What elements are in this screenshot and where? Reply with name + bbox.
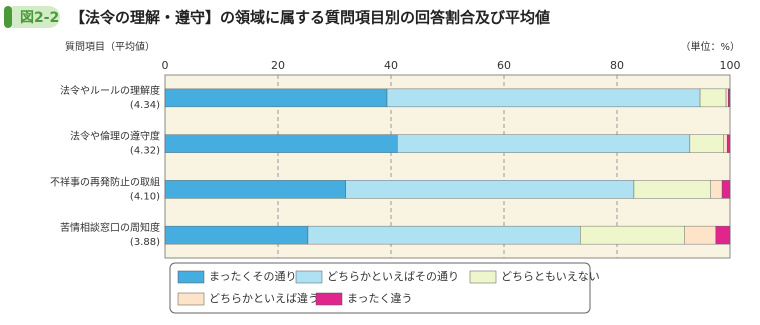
x-tick-label: 80 [610, 59, 624, 72]
bar-segment [164, 88, 388, 108]
bar-segment [164, 180, 347, 199]
legend-swatch [469, 270, 497, 284]
badge: 図2-2 [20, 10, 59, 26]
badge-accent [4, 6, 12, 28]
unit-label: （単位：%） [680, 40, 740, 53]
x-tick-label: 40 [384, 59, 398, 72]
bar-segment [725, 88, 729, 108]
bar-segment [164, 225, 309, 245]
bar-segment [723, 134, 728, 153]
bar-segment [699, 88, 727, 108]
category-label: 苦情相談窓口の周知度 [60, 221, 160, 234]
bar-segment [684, 225, 717, 245]
legend-swatch [177, 292, 205, 306]
category-label: 法令や倫理の遵守度 [70, 130, 160, 143]
category-note: (4.34) [130, 100, 160, 111]
category-note: (4.10) [130, 191, 160, 202]
legend-label: どちらともいえない [501, 270, 600, 283]
bar-segment [726, 134, 731, 153]
legend-label: どちらかといえばその通り [327, 270, 459, 283]
x-tick-label: 20 [271, 59, 285, 72]
legend-label: どちらかといえば違う [209, 292, 319, 305]
chart-title: 【法令の理解・遵守】の領域に属する質問項目別の回答割合及び平均値 [70, 9, 550, 27]
bar-segment [580, 225, 686, 245]
legend-swatch [315, 292, 343, 306]
badge-bg [4, 6, 60, 28]
x-tick-label: 100 [720, 59, 741, 72]
bar-segment [633, 180, 711, 199]
bar-segment [721, 180, 731, 199]
category-note: (4.32) [130, 146, 160, 157]
bar-segment [164, 134, 398, 153]
category-label: 法令やルールの理解度 [60, 84, 160, 97]
x-tick-label: 0 [162, 59, 169, 72]
bar-segment [307, 225, 581, 245]
legend-swatch [177, 270, 205, 284]
category-label: 不祥事の再発防止の取組 [50, 175, 160, 188]
bar-segment [689, 134, 724, 153]
legend-swatch [295, 270, 323, 284]
bar-segment [710, 180, 723, 199]
legend-label: まったく違う [347, 292, 413, 305]
category-note: (3.88) [130, 237, 160, 248]
bar-segment [397, 134, 691, 153]
legend-label: まったくその通り [209, 270, 297, 283]
bar-segment [386, 88, 701, 108]
x-tick-label: 60 [497, 59, 511, 72]
bar-segment [728, 88, 731, 108]
bar-segment [345, 180, 635, 199]
y-axis-label: 質問項目（平均値） [65, 40, 155, 53]
bar-segment [715, 225, 731, 245]
